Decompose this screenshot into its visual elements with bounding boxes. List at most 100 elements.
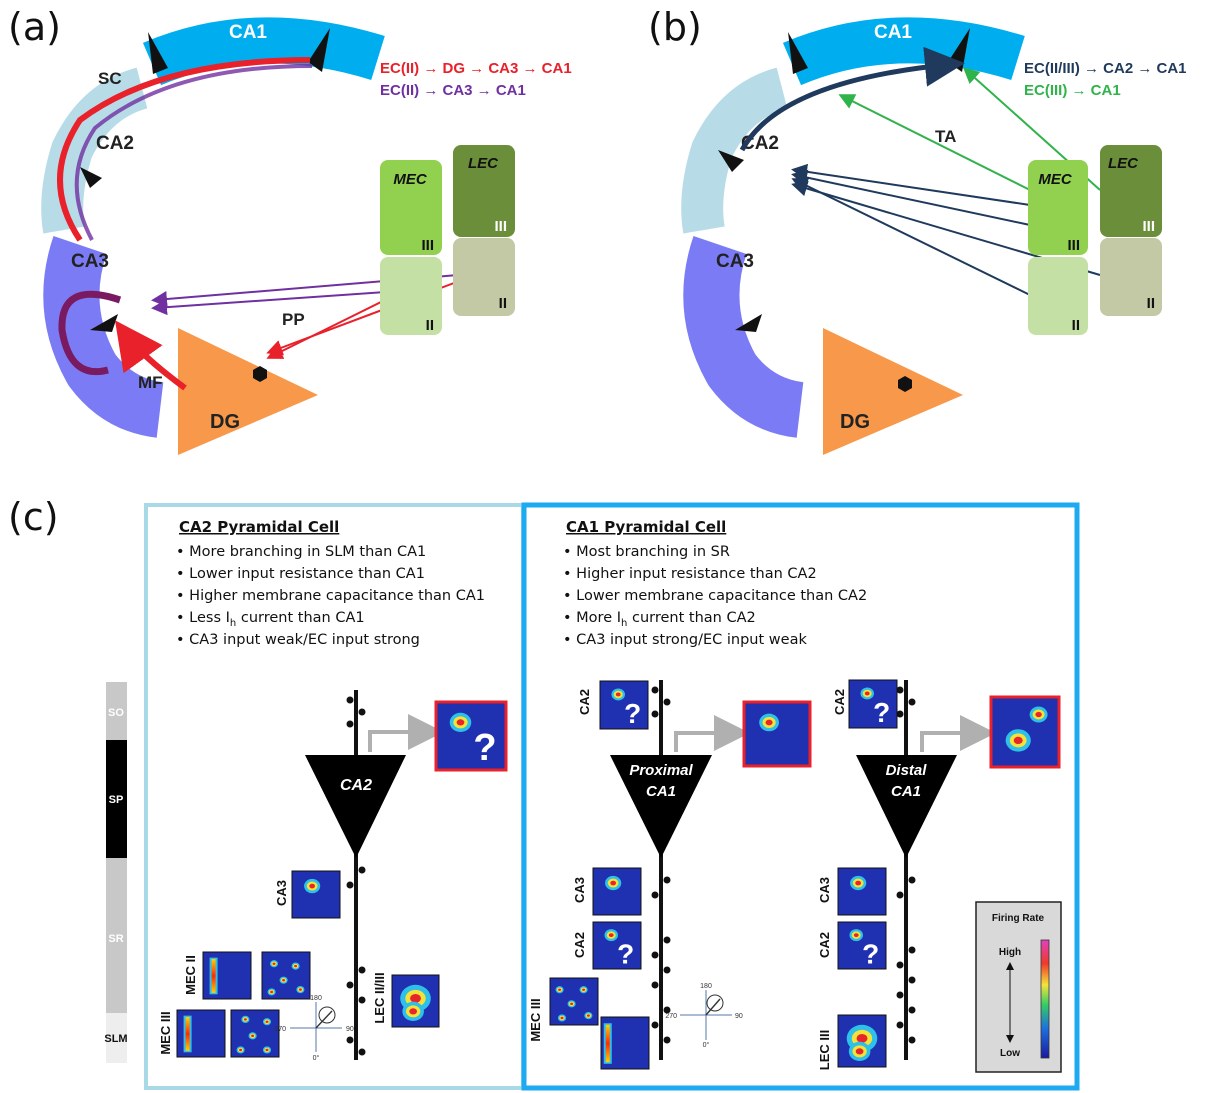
map-distal-ca2: ?	[837, 921, 887, 970]
map-ca2-output-field-0-core	[456, 719, 465, 726]
proximal-ca1-soma	[610, 755, 712, 858]
lec-label-b: LEC	[1108, 155, 1139, 172]
map-prox-ca2: ?	[592, 921, 642, 970]
pp-label: PP	[282, 310, 305, 329]
legend-green: EC(III) → CA1	[1024, 82, 1121, 99]
ec-navy-1	[791, 163, 1031, 206]
map-ca2-lec-field-1-core	[409, 1008, 417, 1015]
dendritic-spines	[346, 686, 916, 1056]
spine-0-2	[346, 720, 354, 728]
map-prox-output-frame	[742, 700, 812, 768]
panel-a-label: (a)	[8, 5, 61, 49]
proximal-output-arrow	[674, 715, 750, 752]
mf-label: MF	[138, 373, 163, 392]
ca2-region	[41, 67, 149, 234]
map-ca2-mec2-bar	[211, 959, 216, 993]
map-prox-mec3-grid-field-3-core	[560, 1016, 564, 1020]
distal-ca1-soma	[856, 755, 957, 858]
map-distal-lec3	[837, 1014, 887, 1068]
ca2-label: CA2	[96, 133, 134, 154]
lec-iii-label-b: III	[1142, 218, 1155, 235]
map-prox-mec3-grid-field-1-core	[582, 988, 586, 991]
layer-sp	[106, 740, 127, 858]
ca2-bullet-2: • Lower input resistance than CA1	[176, 566, 425, 582]
map-ca2-mec3-bar	[185, 1017, 190, 1051]
map-prox-ca2-top-field-0-core	[615, 692, 621, 697]
distal-label-1: Distal	[886, 762, 928, 779]
map-distal-lec3-field-1-core	[855, 1048, 864, 1055]
compass-w-ca1: 270	[665, 1013, 677, 1020]
ca2-input-lec-label: LEC II/III	[372, 972, 387, 1023]
map-prox-ca3-frame	[592, 867, 642, 916]
map-distal-output-field-1-core	[1013, 736, 1023, 745]
ca2-region-b	[681, 67, 789, 234]
spine-2-1	[908, 698, 916, 706]
map-ca2-ca3-frame	[291, 870, 341, 919]
map-distal-ca2-top-question-mark: ?	[873, 697, 890, 728]
ca2-input-ca3-label: CA3	[274, 880, 289, 906]
map-distal-ca2-field-0-core	[853, 933, 859, 938]
ca2-bullet-1: • More branching in SLM than CA1	[176, 544, 426, 560]
spine-1-1	[663, 698, 671, 706]
map-distal-lec3-field-0-core	[856, 1033, 868, 1043]
firing-rate-title: Firing Rate	[992, 913, 1045, 924]
ta-green-1	[838, 94, 1031, 191]
mec-iii-box	[380, 160, 442, 255]
ca2-to-ca1-arrow	[739, 46, 965, 152]
ca2-input-mec3-label: MEC III	[158, 1011, 173, 1054]
prox-input-mec3-label: MEC III	[528, 998, 543, 1041]
firing-rate-colorbar	[1040, 939, 1050, 1059]
map-prox-ca2-question-mark: ?	[617, 938, 634, 969]
spine-1-2	[651, 710, 659, 718]
mec-ii-label: II	[426, 317, 434, 334]
map-distal-ca3-field-0-core	[855, 880, 862, 886]
mec-iii-box-b	[1028, 160, 1088, 255]
map-ca2-lec	[391, 974, 440, 1028]
mec-ii-box-b	[1028, 257, 1088, 335]
compass-n-ca1: 180	[700, 983, 712, 990]
map-ca2-mec2-grid-field-1-core	[294, 964, 298, 968]
ca1-region-b	[782, 17, 1025, 86]
red-pathway-trisynaptic	[57, 57, 311, 242]
spine-2-10	[896, 1021, 904, 1029]
map-ca2-mec2	[202, 951, 252, 1000]
spine-0-7	[358, 996, 366, 1004]
ec-navy-2	[791, 169, 1031, 226]
spine-1-4	[651, 891, 659, 899]
legend-navy: EC(II/III) → CA2 → CA1	[1024, 60, 1187, 77]
place-field-maps: ?????	[176, 679, 1061, 1070]
ca1-bullet-2: • Higher input resistance than CA2	[563, 566, 817, 582]
spine-1-5	[663, 936, 671, 944]
lec-iii-box-b	[1100, 145, 1162, 237]
ca1-label-b: CA1	[874, 22, 912, 43]
dg-neuron	[253, 366, 267, 382]
map-prox-ca3-field-0-core	[610, 880, 617, 886]
lec-iii-box	[453, 145, 515, 237]
spine-1-8	[651, 981, 659, 989]
spine-2-9	[908, 1006, 916, 1014]
ca2-bullet-5: • CA3 input weak/EC input strong	[176, 632, 420, 648]
map-ca2-mec3-grid-field-3-core	[239, 1048, 243, 1052]
map-prox-ca2-field-0-core	[608, 933, 614, 938]
dg-neuron-b	[898, 376, 912, 392]
map-prox-mec3	[600, 1016, 650, 1070]
ca1-bullet-1: • Most branching in SR	[563, 544, 730, 560]
spine-2-0	[896, 686, 904, 694]
ca1-neuron-1	[148, 32, 168, 74]
lec-iii-label: III	[494, 218, 507, 235]
map-ca2-output: ?	[434, 700, 508, 772]
map-ca2-mec2-grid-field-2-core	[282, 979, 286, 982]
compass-e-ca1: 90	[735, 1013, 743, 1020]
spine-2-3	[908, 876, 916, 884]
mec-label: MEC	[393, 171, 428, 188]
map-prox-ca2-top-question-mark: ?	[624, 698, 641, 729]
prox-input-ca2-label: CA2	[572, 932, 587, 958]
dg-region	[178, 328, 318, 455]
map-ca2-mec3	[176, 1009, 226, 1058]
layer-slm	[106, 1013, 127, 1063]
spine-2-5	[908, 946, 916, 954]
map-prox-output-field-0-core	[765, 719, 773, 726]
ca1-box-title: CA1 Pyramidal Cell	[566, 518, 726, 536]
distal-label-2: CA1	[891, 783, 921, 800]
map-distal-ca3	[837, 867, 887, 916]
